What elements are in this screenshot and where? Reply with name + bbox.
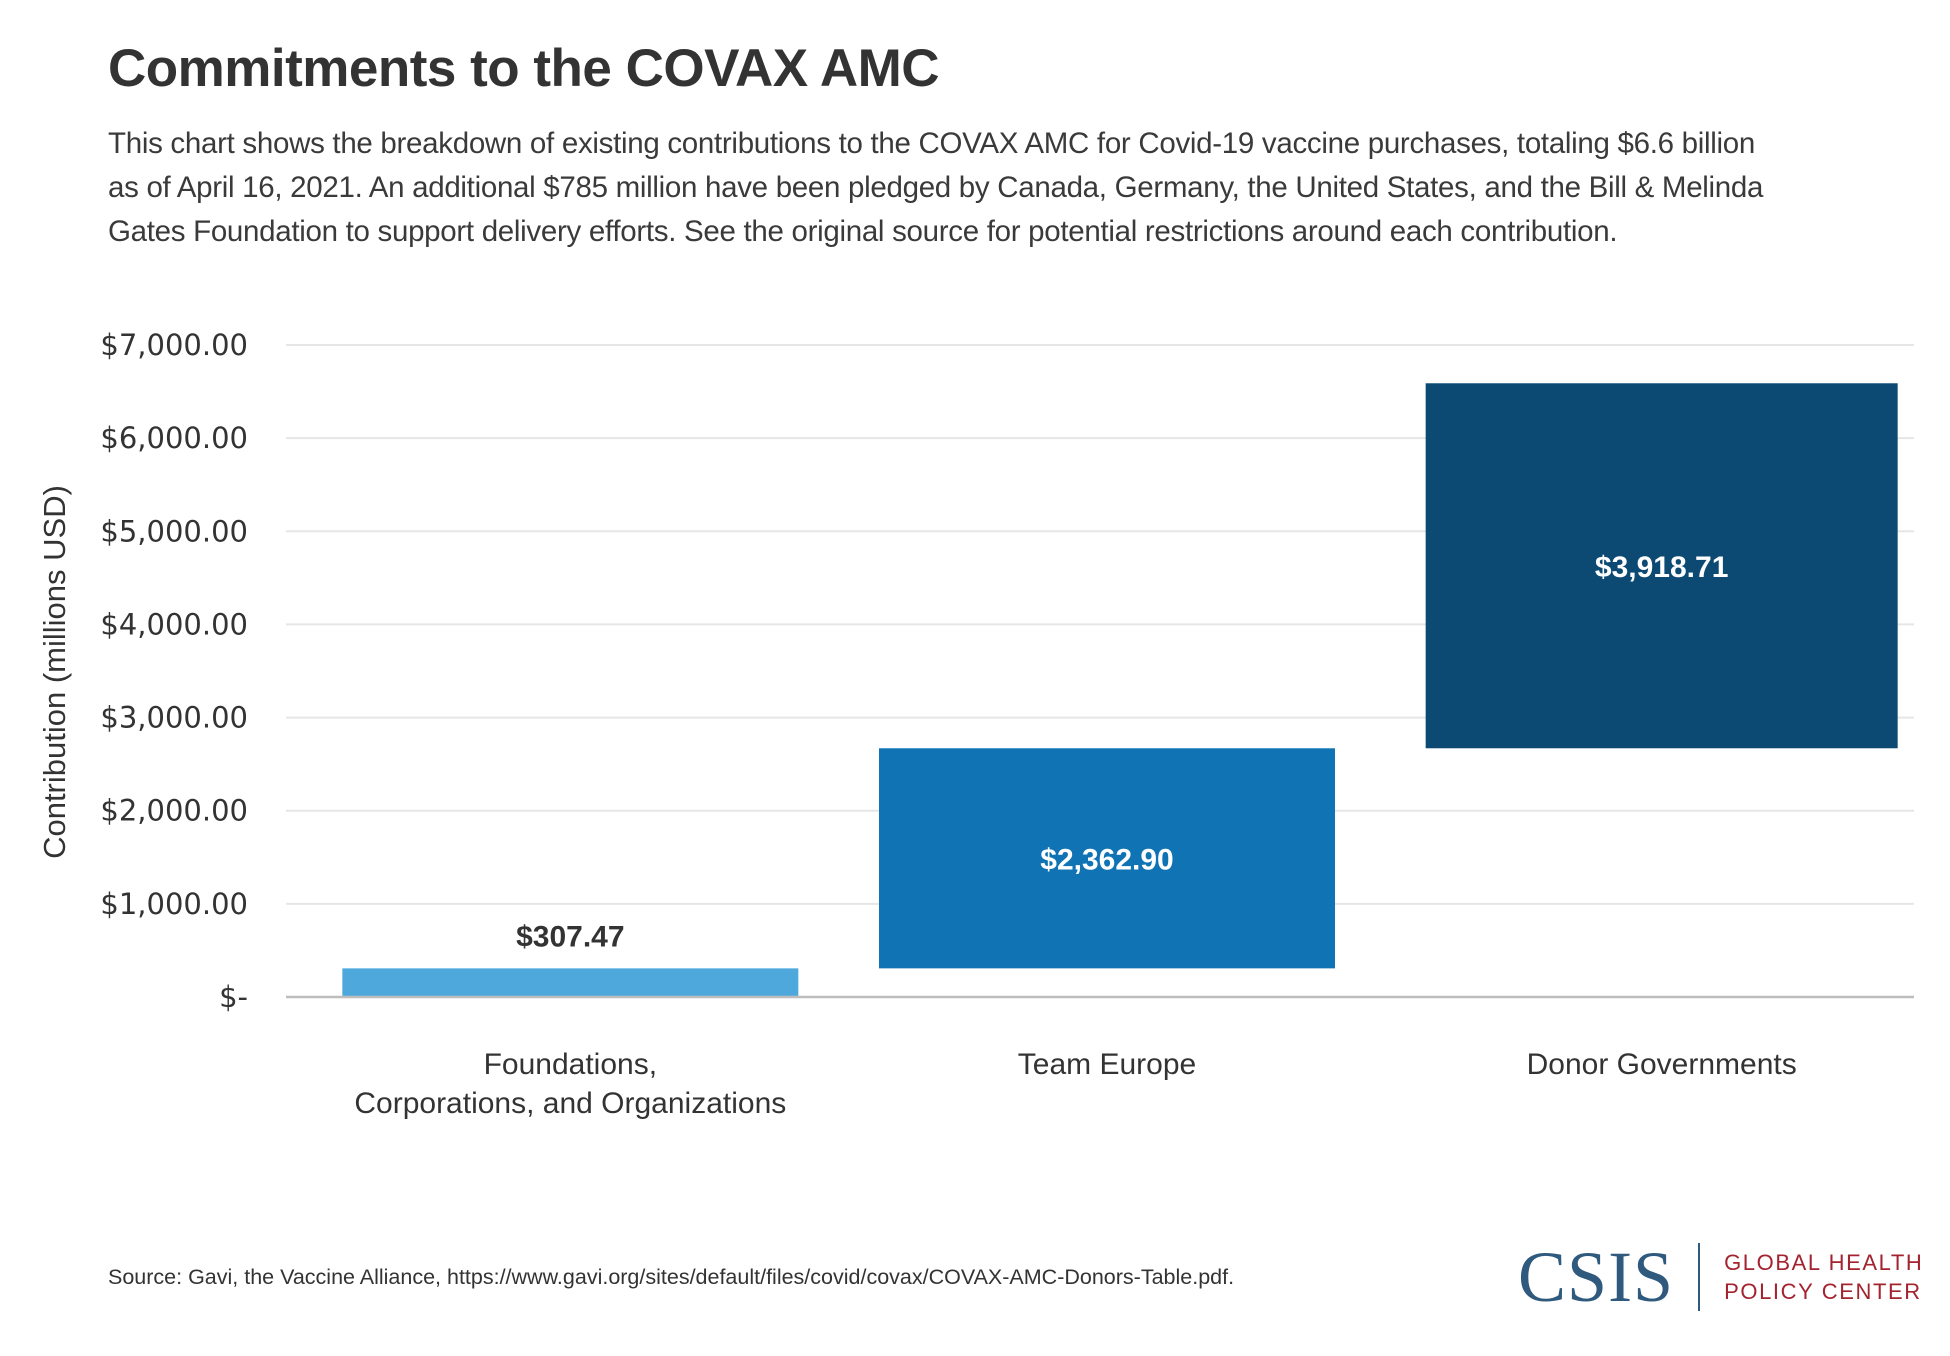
subtitle-line: Gates Foundation to support delivery eff… xyxy=(108,215,1618,248)
chart-title: Commitments to the COVAX AMC xyxy=(108,39,940,98)
y-tick-label: $7,000.00 xyxy=(100,328,248,362)
subtitle-line: This chart shows the breakdown of existi… xyxy=(108,127,1755,160)
y-axis-ticks: $- $1,000.00 $2,000.00 $3,000.00 $4,000.00 $5… xyxy=(100,328,248,1014)
data-label: $307.47 xyxy=(516,920,624,953)
logo-wordmark: CSIS xyxy=(1518,1237,1675,1317)
y-tick-label: $4,000.00 xyxy=(100,607,248,641)
bar xyxy=(1425,383,1898,749)
subtitle-line: as of April 16, 2021. An additional $785… xyxy=(108,171,1764,204)
category-label: Corporations, and Organizations xyxy=(354,1087,786,1120)
y-tick-label: $3,000.00 xyxy=(100,701,248,735)
y-tick-label: $6,000.00 xyxy=(100,421,248,455)
data-label: $3,918.71 xyxy=(1595,551,1728,584)
category-labels: Foundations, Corporations, and Organizati… xyxy=(354,1048,1796,1120)
bar xyxy=(342,968,799,997)
logo-center-line: POLICY CENTER xyxy=(1724,1279,1922,1304)
source-note: Source: Gavi, the Vaccine Alliance, http… xyxy=(108,1265,1235,1289)
y-tick-label: $1,000.00 xyxy=(100,887,248,921)
logo-center-line: GLOBAL HEALTH xyxy=(1724,1250,1924,1275)
y-axis-title: Contribution (millions USD) xyxy=(37,485,72,859)
bars xyxy=(342,383,1898,997)
category-label: Team Europe xyxy=(1018,1048,1196,1081)
y-tick-label: $2,000.00 xyxy=(100,794,248,828)
logo-center-name: GLOBAL HEALTH POLICY CENTER xyxy=(1724,1248,1923,1306)
csis-logo: CSIS GLOBAL HEALTH POLICY CENTER xyxy=(1518,1238,1923,1316)
logo-divider xyxy=(1698,1243,1701,1311)
category-label: Donor Governments xyxy=(1527,1048,1797,1081)
y-tick-label: $5,000.00 xyxy=(100,514,248,548)
chart-subtitle: This chart shows the breakdown of existi… xyxy=(108,122,1908,254)
y-tick-label: $- xyxy=(219,980,248,1014)
data-label: $2,362.90 xyxy=(1040,843,1173,876)
bar xyxy=(879,748,1335,969)
value-labels: $307.47 $2,362.90 $3,918.71 xyxy=(516,551,1728,954)
category-label: Foundations, xyxy=(484,1048,657,1081)
